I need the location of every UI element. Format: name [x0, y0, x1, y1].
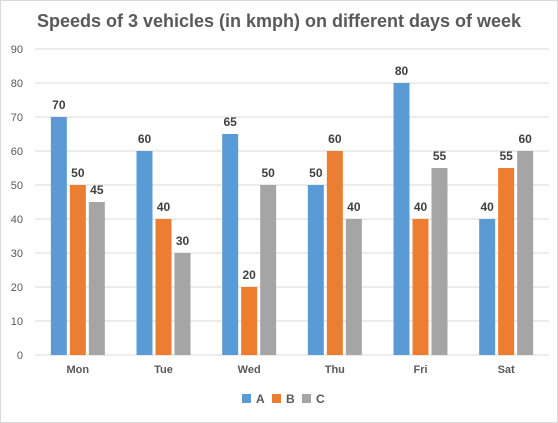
bar-B-Mon [70, 185, 86, 355]
legend-label: B [286, 392, 295, 406]
x-tick-label: Tue [154, 364, 173, 376]
y-tick-label: 30 [11, 248, 23, 260]
data-label: 30 [176, 234, 190, 248]
bar-A-Mon [51, 117, 67, 355]
data-label: 60 [518, 132, 532, 146]
bar-C-Sat [517, 151, 533, 355]
bar-B-Thu [327, 151, 343, 355]
bar-B-Sat [498, 168, 514, 355]
data-label: 55 [499, 149, 513, 163]
bar-C-Thu [346, 219, 362, 355]
y-tick-label: 20 [11, 282, 23, 294]
y-tick-label: 40 [11, 214, 23, 226]
grid-layer [35, 49, 549, 355]
legend-swatch-B [272, 394, 281, 403]
x-tick-label: Mon [67, 364, 90, 376]
data-label: 40 [347, 200, 361, 214]
data-label: 50 [309, 166, 323, 180]
data-label: 60 [328, 132, 342, 146]
legend-swatch-A [242, 394, 251, 403]
legend-label: A [256, 392, 265, 406]
x-tick-label: Thu [325, 364, 345, 376]
y-tick-label: 80 [11, 78, 23, 90]
bar-C-Fri [432, 168, 448, 355]
x-tick-label: Fri [413, 364, 427, 376]
legend-label: C [316, 392, 325, 406]
data-label: 45 [90, 183, 104, 197]
data-label: 60 [138, 132, 152, 146]
x-tick-label: Sat [498, 364, 515, 376]
bar-A-Thu [308, 185, 324, 355]
data-label: 50 [261, 166, 275, 180]
y-tick-label: 90 [11, 44, 23, 56]
bar-A-Tue [137, 151, 153, 355]
bar-A-Fri [394, 83, 410, 355]
y-tick-label: 50 [11, 180, 23, 192]
y-tick-label: 60 [11, 146, 23, 158]
bar-B-Wed [241, 287, 257, 355]
data-label: 20 [242, 268, 256, 282]
data-label: 40 [414, 200, 428, 214]
data-label: 55 [433, 149, 447, 163]
data-label: 70 [52, 98, 66, 112]
data-label: 40 [157, 200, 171, 214]
y-tick-label: 10 [11, 316, 23, 328]
bar-B-Tue [156, 219, 172, 355]
bar-B-Fri [413, 219, 429, 355]
data-label: 50 [71, 166, 85, 180]
data-label: 65 [223, 115, 237, 129]
y-tick-label: 0 [17, 350, 23, 362]
bar-A-Wed [222, 134, 238, 355]
bar-C-Wed [260, 185, 276, 355]
x-tick-label: Wed [238, 364, 261, 376]
y-tick-label: 70 [11, 112, 23, 124]
data-label: 80 [395, 64, 409, 78]
legend-swatch-C [302, 394, 311, 403]
bar-C-Mon [89, 202, 105, 355]
bar-A-Sat [479, 219, 495, 355]
data-label: 40 [480, 200, 494, 214]
bar-C-Tue [175, 253, 191, 355]
legend: A B C [242, 392, 325, 406]
